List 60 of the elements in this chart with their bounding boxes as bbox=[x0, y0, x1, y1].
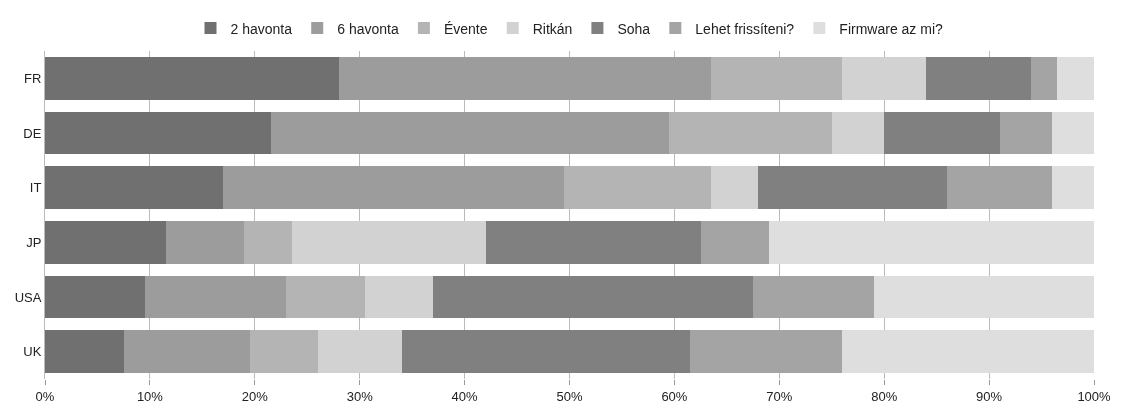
y-tick-label: USA bbox=[14, 289, 42, 305]
bar bbox=[291, 221, 486, 264]
bar bbox=[1057, 57, 1094, 100]
bar bbox=[270, 111, 670, 155]
bar bbox=[842, 57, 927, 100]
bar bbox=[338, 57, 712, 100]
bar bbox=[317, 330, 402, 373]
legend-label: Soha bbox=[617, 20, 651, 37]
bar bbox=[758, 166, 948, 209]
legend-label: Firmware az mi? bbox=[839, 20, 944, 37]
bar bbox=[753, 275, 874, 319]
bar bbox=[1052, 166, 1094, 209]
legend-label: Évente bbox=[443, 20, 488, 37]
bar bbox=[45, 221, 166, 264]
x-tick-label: 50% bbox=[556, 388, 583, 404]
x-tick-label: 20% bbox=[241, 388, 269, 404]
y-tick-label: JP bbox=[26, 234, 42, 250]
legend-label: 6 havonta bbox=[337, 20, 399, 37]
y-tick-label: UK bbox=[23, 344, 42, 360]
bar bbox=[433, 275, 754, 319]
bar bbox=[873, 275, 1094, 319]
x-tick-label: 40% bbox=[451, 388, 479, 404]
bar bbox=[926, 57, 1032, 100]
bar bbox=[45, 166, 224, 209]
x-tick-label: 80% bbox=[871, 388, 898, 404]
bar bbox=[842, 330, 1094, 373]
legend-label: Ritkán bbox=[532, 20, 573, 37]
bar bbox=[1031, 57, 1058, 100]
bar bbox=[123, 330, 250, 373]
bar bbox=[831, 111, 885, 155]
x-tick-label: 30% bbox=[346, 388, 374, 404]
bar bbox=[884, 111, 1000, 155]
bar bbox=[947, 166, 1053, 209]
bar bbox=[45, 330, 124, 373]
bar bbox=[45, 275, 145, 319]
bar bbox=[364, 275, 434, 319]
bar bbox=[401, 330, 691, 373]
y-tick-label: DE bbox=[23, 125, 42, 141]
bar bbox=[485, 221, 701, 264]
x-tick-label: 90% bbox=[976, 388, 1003, 404]
x-tick-label: 0% bbox=[35, 388, 55, 404]
legend-label: Lehet frissíteni? bbox=[695, 20, 795, 37]
bar bbox=[45, 57, 339, 100]
bar bbox=[45, 111, 271, 155]
y-tick-label: FR bbox=[24, 70, 42, 86]
bar bbox=[768, 221, 1094, 264]
bar bbox=[165, 221, 245, 264]
x-tick-label: 60% bbox=[661, 388, 688, 404]
legend-label: 2 havonta bbox=[230, 20, 293, 37]
bar bbox=[1052, 111, 1094, 155]
x-tick-label: 100% bbox=[1077, 388, 1112, 404]
bar bbox=[144, 275, 287, 319]
bar bbox=[711, 166, 759, 209]
bar bbox=[999, 111, 1053, 155]
bar bbox=[690, 330, 843, 373]
x-tick-label: 70% bbox=[766, 388, 793, 404]
y-tick-label: IT bbox=[29, 180, 42, 196]
x-tick-label: 10% bbox=[136, 388, 164, 404]
bar bbox=[700, 221, 769, 264]
bar bbox=[223, 166, 565, 209]
